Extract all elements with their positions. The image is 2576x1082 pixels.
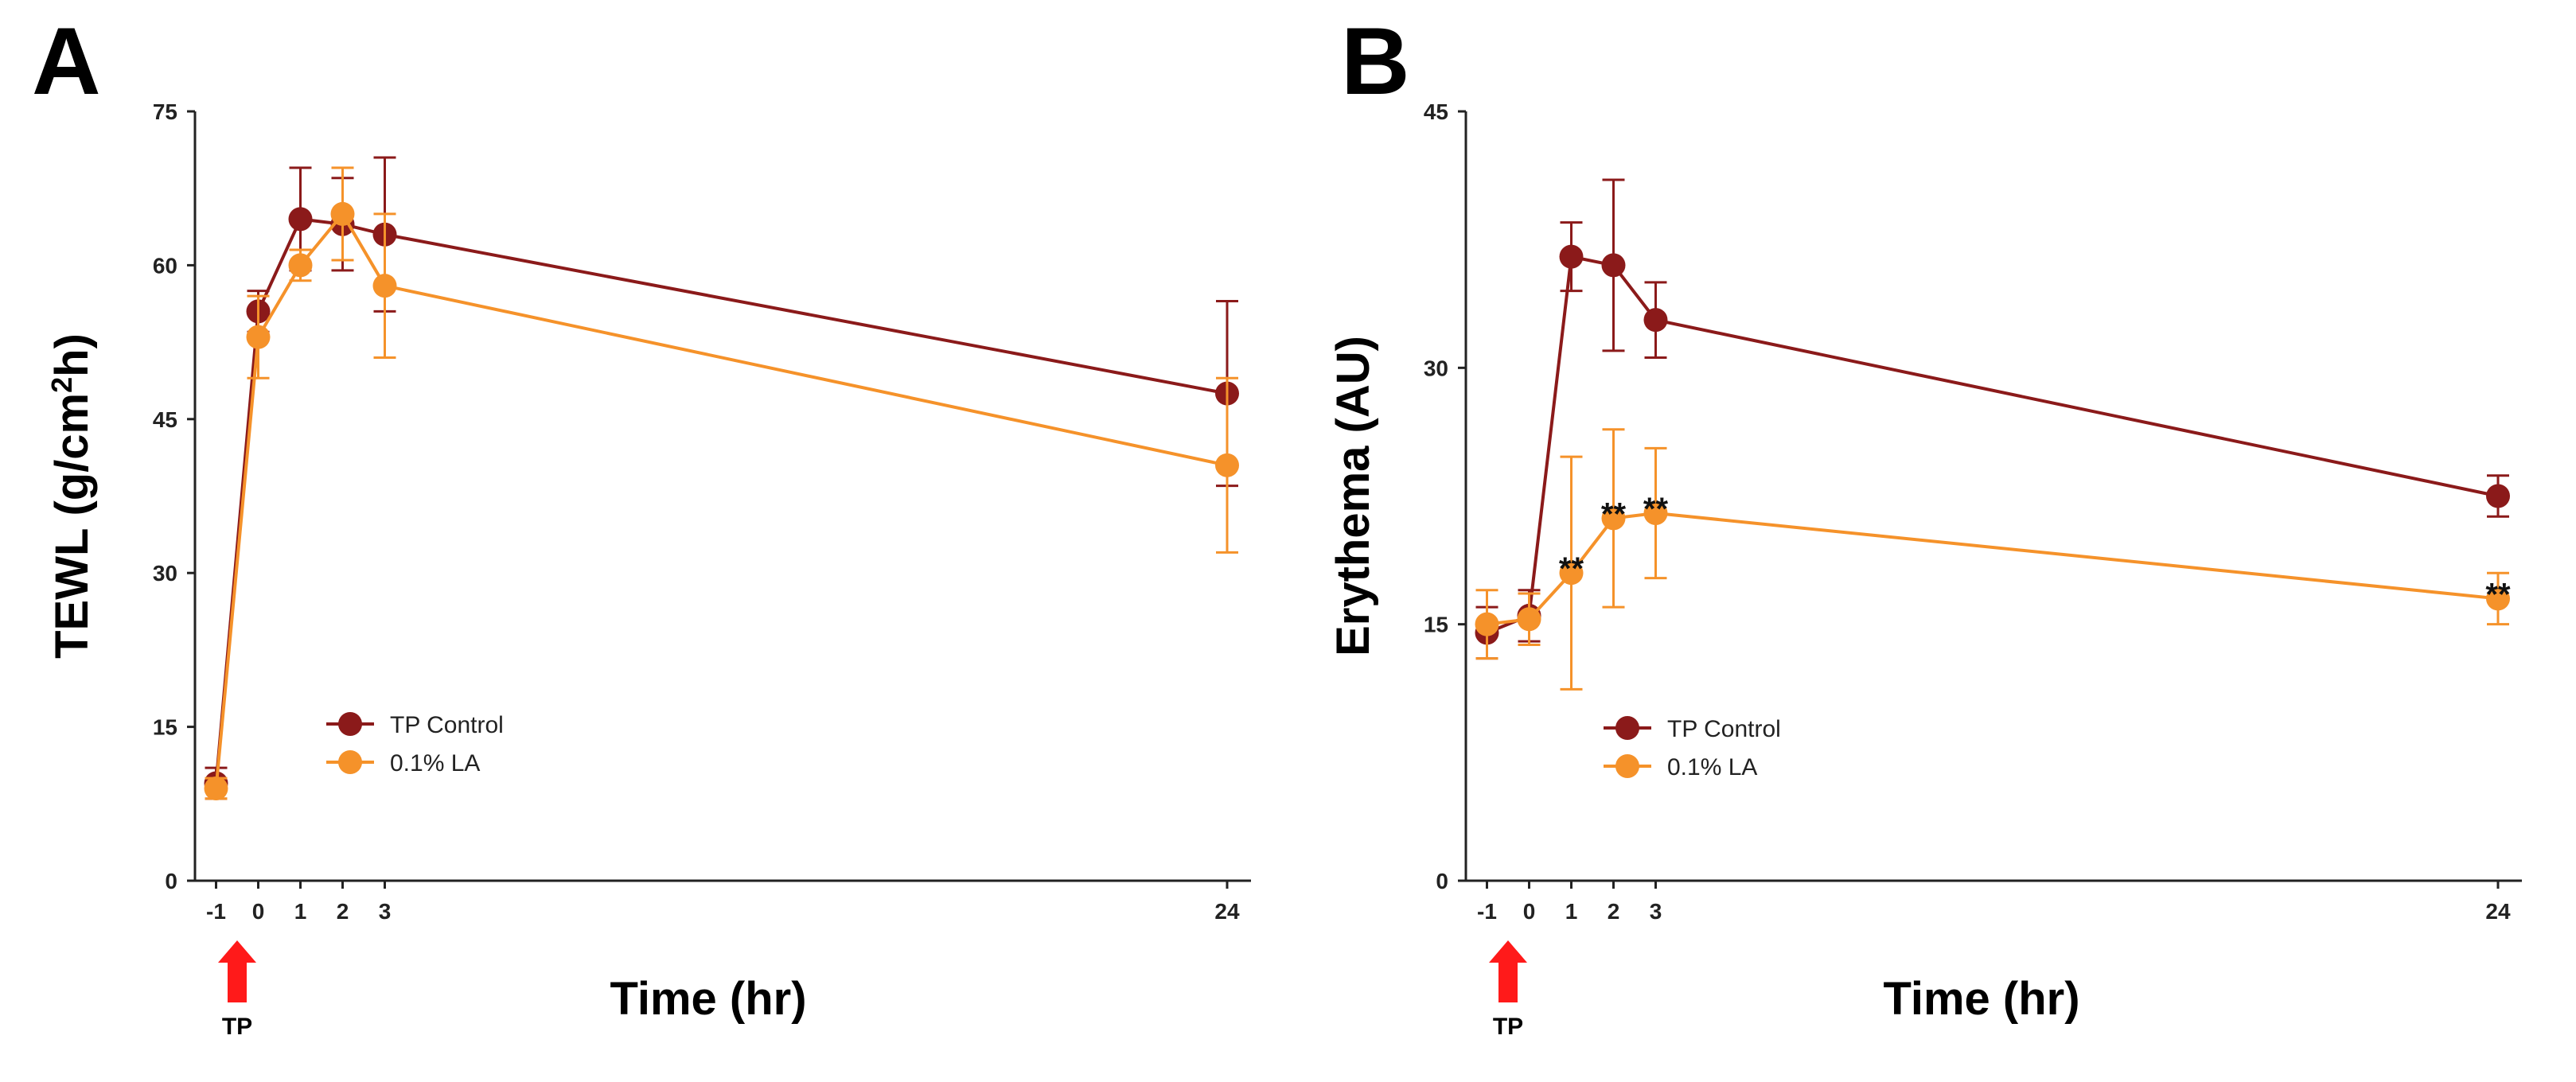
x-axis-title: Time (hr) <box>1883 973 2079 1025</box>
panel-a: A 0 15 30 45 60 75 -1 0 1 2 3 24 Time (hr) TEWL (g/cm2… <box>32 8 1251 1040</box>
data-point <box>1517 607 1541 632</box>
tp-arrow-icon <box>218 940 256 1002</box>
data-point <box>1601 506 1626 531</box>
significance-label: ** <box>1559 551 1584 586</box>
x-axis-title: Time (hr) <box>610 973 806 1025</box>
y-tick-label: 0 <box>1436 869 1448 893</box>
y-axis-title: Erythema (AU) <box>1327 336 1379 656</box>
legend-label: TP Control <box>390 712 504 738</box>
series-la: ** ** ** ** <box>1475 428 2511 691</box>
legend-marker <box>1615 754 1639 778</box>
legend-label: 0.1% LA <box>390 750 480 776</box>
legend: TP Control 0.1% LA <box>1604 716 1781 780</box>
series-line <box>1487 511 2499 626</box>
y-tick-label: 0 <box>165 869 177 893</box>
data-point <box>1559 244 1584 269</box>
y-axis-title: TEWL (g/cm2h) <box>45 333 99 659</box>
series-line <box>214 217 1228 784</box>
y-tick-label: 60 <box>153 253 177 278</box>
data-point <box>1643 500 1668 525</box>
x-tick-label: 0 <box>252 899 265 924</box>
legend-marker <box>338 750 362 774</box>
y-tick-label: 15 <box>1424 613 1448 637</box>
panel-letter: A <box>32 8 101 115</box>
legend-marker <box>338 712 362 736</box>
data-point <box>1601 253 1626 278</box>
y-tick-label: 45 <box>1424 99 1448 124</box>
y-tick-label: 45 <box>153 407 177 432</box>
panel-letter: B <box>1341 8 1410 115</box>
x-tick-label: 24 <box>1214 899 1240 924</box>
significance-label: ** <box>1601 496 1627 531</box>
tp-label: TP <box>1493 1014 1523 1040</box>
x-tick-label: -1 <box>1477 899 1497 924</box>
x-tick-label: 1 <box>294 899 307 924</box>
series-tp-control <box>1475 178 2510 660</box>
x-tick-label: 2 <box>1608 899 1620 924</box>
x-tick-label: 3 <box>379 899 392 924</box>
panel-b: B 0 15 30 45 -1 0 1 2 3 24 Time (hr) Erythema (AU) **… <box>1327 8 2522 1040</box>
x-tick-label: 2 <box>337 899 349 924</box>
series-tp-control <box>204 156 1239 800</box>
data-point <box>246 325 271 349</box>
y-tick-label: 75 <box>153 99 177 124</box>
x-tick-label: 24 <box>2485 899 2511 924</box>
data-point <box>330 201 355 226</box>
data-point <box>288 207 313 232</box>
data-point <box>1559 561 1584 586</box>
legend-label: 0.1% LA <box>1667 754 1757 780</box>
data-point <box>2486 586 2510 611</box>
legend-label: TP Control <box>1667 716 1781 742</box>
data-point <box>372 274 397 298</box>
series-la <box>204 166 1239 800</box>
legend-marker <box>1615 716 1639 740</box>
series-line <box>1486 255 2499 635</box>
tp-label: TP <box>222 1014 252 1040</box>
y-tick-label: 15 <box>153 715 177 740</box>
data-point <box>204 776 228 800</box>
legend: TP Control 0.1% LA <box>326 712 504 776</box>
data-point <box>1215 453 1239 477</box>
data-point <box>2486 484 2510 508</box>
series-line <box>214 211 1228 789</box>
data-point <box>1475 612 1499 636</box>
x-tick-label: 3 <box>1650 899 1662 924</box>
data-point <box>288 253 313 278</box>
x-tick-label: 1 <box>1565 899 1578 924</box>
x-tick-label: 0 <box>1523 899 1536 924</box>
data-point <box>1643 308 1668 333</box>
tp-arrow-icon <box>1489 940 1527 1002</box>
significance-label: ** <box>1643 492 1669 527</box>
y-tick-label: 30 <box>1424 356 1448 380</box>
x-tick-label: -1 <box>206 899 226 924</box>
y-tick-label: 30 <box>153 561 177 586</box>
significance-label: ** <box>2485 577 2511 612</box>
